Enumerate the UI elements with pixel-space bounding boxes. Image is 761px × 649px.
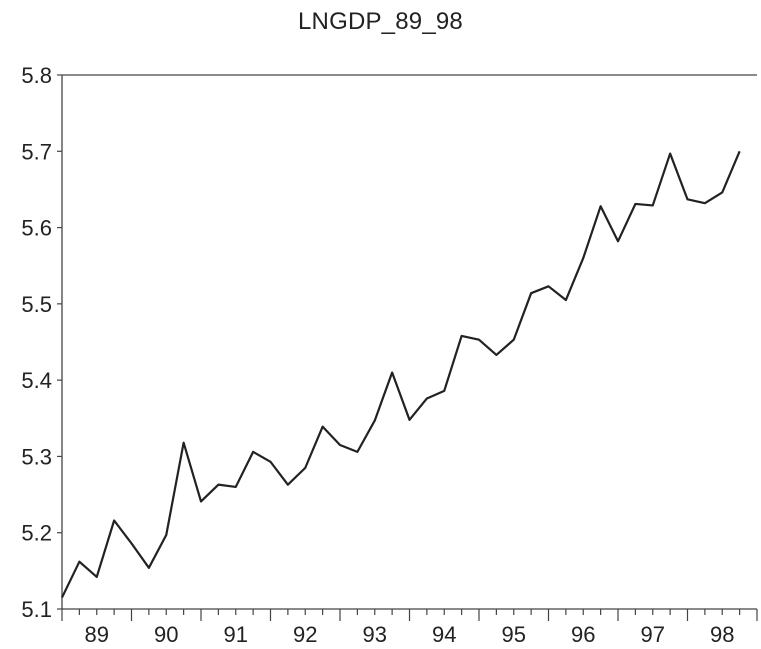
chart-title: LNGDP_89_98	[298, 8, 463, 35]
x-tick-label: 94	[432, 622, 456, 647]
x-tick-label: 91	[224, 622, 248, 647]
y-tick-label: 5.3	[21, 444, 52, 469]
series-line-0	[61, 150, 741, 599]
y-tick-label: 5.4	[21, 368, 52, 393]
x-tick-label: 90	[154, 622, 178, 647]
x-tick-label: 96	[571, 622, 595, 647]
x-tick-label: 92	[293, 622, 317, 647]
y-tick-label: 5.5	[21, 292, 52, 317]
x-tick-label: 95	[502, 622, 526, 647]
y-tick-label: 5.1	[21, 597, 52, 622]
x-tick-label: 93	[363, 622, 387, 647]
x-tick-label: 89	[85, 622, 109, 647]
y-tick-label: 5.2	[21, 521, 52, 546]
ticks-layer: 5.1 5.2 5.3 5.4 5.5 5.6 5.7 5.8 89 90 91 92 93 94 95 96…	[21, 63, 758, 647]
y-tick-label: 5.8	[21, 63, 52, 88]
axes-layer	[61, 74, 757, 610]
series-layer	[61, 150, 741, 599]
x-tick-label: 97	[641, 622, 665, 647]
x-tick-label: 98	[710, 622, 734, 647]
y-tick-label: 5.6	[21, 216, 52, 241]
y-tick-label: 5.7	[21, 139, 52, 164]
